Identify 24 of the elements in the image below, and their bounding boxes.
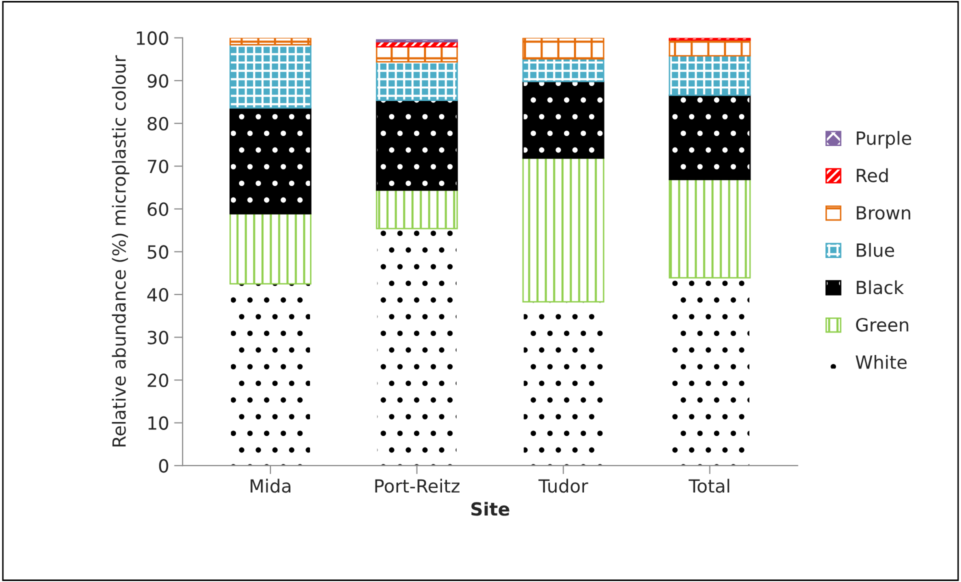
x-axis-title: Site <box>471 502 510 516</box>
y-axis-title: Relative abundance (%) microplastic colour <box>112 55 130 446</box>
legend-label: White <box>856 354 907 369</box>
x-tick-label: Port-Reitz <box>375 478 460 493</box>
y-tick-label: 40 <box>147 288 168 302</box>
y-tick-label: 70 <box>148 160 168 174</box>
y-tick-label: 20 <box>148 374 168 388</box>
y-tick-label: 0 <box>159 459 168 473</box>
y-tick-label: 50 <box>148 245 168 259</box>
y-tick-label: 30 <box>148 330 168 344</box>
legend-label: Green <box>856 318 908 332</box>
legend-label: Black <box>856 280 904 294</box>
y-tick-label: 90 <box>148 74 168 88</box>
x-tick-label: Tudor <box>538 478 588 493</box>
y-tick-label: 60 <box>148 202 168 216</box>
y-tick-label: 100 <box>136 31 168 45</box>
legend-label: Brown <box>856 206 910 220</box>
legend-label: Red <box>856 168 888 182</box>
x-tick-label: Mida <box>250 478 290 493</box>
y-tick-label: 10 <box>148 416 168 430</box>
legend-label: Blue <box>856 242 894 257</box>
x-tick-label: Total <box>688 478 730 493</box>
y-tick-label: 80 <box>148 116 168 130</box>
legend-label: Purple <box>856 130 912 148</box>
